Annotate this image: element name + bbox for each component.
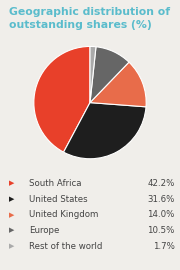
Text: South Africa: South Africa — [29, 179, 81, 188]
Text: United States: United States — [29, 195, 87, 204]
Text: ▶: ▶ — [9, 212, 14, 218]
Text: 42.2%: 42.2% — [147, 179, 175, 188]
Wedge shape — [90, 47, 129, 103]
Text: ▶: ▶ — [9, 228, 14, 234]
Text: ▶: ▶ — [9, 196, 14, 202]
Wedge shape — [64, 103, 146, 159]
Text: 1.7%: 1.7% — [153, 242, 175, 251]
Text: ▶: ▶ — [9, 243, 14, 249]
Text: 10.5%: 10.5% — [147, 226, 175, 235]
Wedge shape — [34, 46, 90, 152]
Text: 31.6%: 31.6% — [147, 195, 175, 204]
Text: Geographic distribution of
outstanding shares (%): Geographic distribution of outstanding s… — [9, 7, 170, 29]
Text: Europe: Europe — [29, 226, 59, 235]
Wedge shape — [90, 62, 146, 107]
Wedge shape — [90, 46, 96, 103]
Text: United Kingdom: United Kingdom — [29, 210, 98, 220]
Text: Rest of the world: Rest of the world — [29, 242, 102, 251]
Text: 14.0%: 14.0% — [147, 210, 175, 220]
Text: ▶: ▶ — [9, 181, 14, 187]
